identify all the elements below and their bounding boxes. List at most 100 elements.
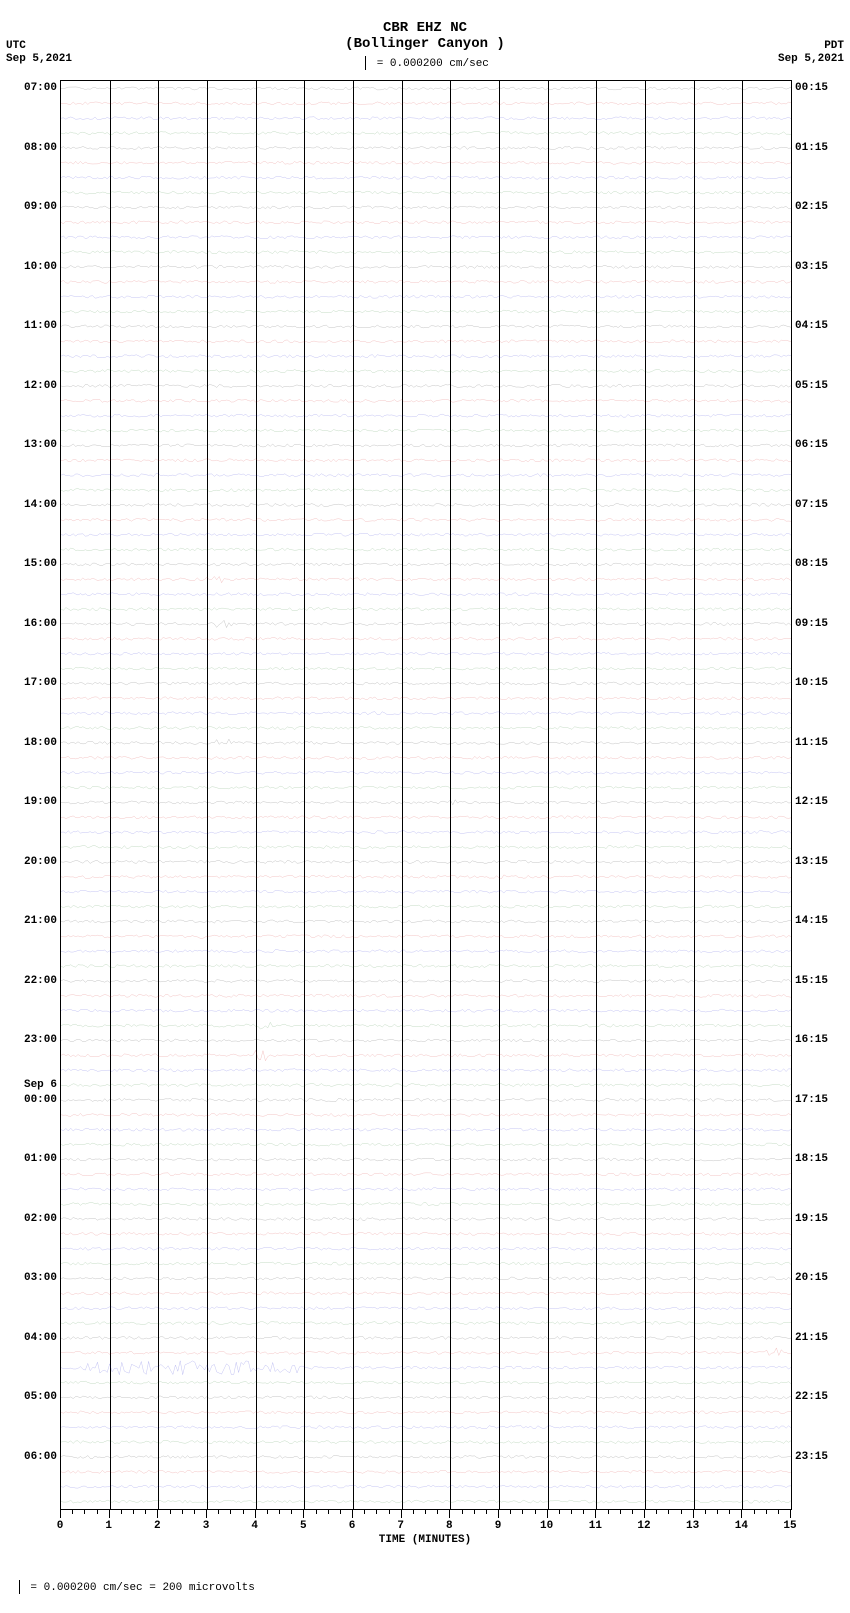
x-tick-minor	[121, 1510, 122, 1514]
right-hour-label: 04:15	[791, 320, 828, 332]
left-hour-label: 08:00	[24, 142, 61, 154]
left-hour-label: 06:00	[24, 1451, 61, 1463]
left-hour-label: 16:00	[24, 618, 61, 630]
x-tick-minor	[291, 1510, 292, 1514]
x-tick	[449, 1510, 450, 1518]
left-hour-label: 21:00	[24, 915, 61, 927]
x-tick-minor	[535, 1510, 536, 1514]
x-tick-minor	[145, 1510, 146, 1514]
x-tick-label: 9	[495, 1520, 502, 1532]
x-tick-minor	[717, 1510, 718, 1514]
x-tick	[644, 1510, 645, 1518]
x-tick-label: 4	[251, 1520, 258, 1532]
left-hour-label: 13:00	[24, 439, 61, 451]
x-tick-minor	[194, 1510, 195, 1514]
left-hour-label: 05:00	[24, 1391, 61, 1403]
scale-bar-icon	[365, 56, 366, 70]
right-hour-label: 05:15	[791, 380, 828, 392]
left-hour-label: 22:00	[24, 975, 61, 987]
x-tick	[255, 1510, 256, 1518]
x-tick-minor	[522, 1510, 523, 1514]
left-hour-label: 04:00	[24, 1332, 61, 1344]
x-tick-label: 7	[397, 1520, 404, 1532]
x-tick-minor	[340, 1510, 341, 1514]
x-axis-title: TIME (MINUTES)	[60, 1510, 790, 1546]
right-hour-label: 10:15	[791, 677, 828, 689]
right-hour-label: 16:15	[791, 1034, 828, 1046]
x-tick	[790, 1510, 791, 1518]
right-hour-label: 21:15	[791, 1332, 828, 1344]
left-timezone: UTC Sep 5,2021	[6, 40, 72, 66]
right-hour-label: 19:15	[791, 1213, 828, 1225]
x-tick-minor	[425, 1510, 426, 1514]
left-hour-label: 12:00	[24, 380, 61, 392]
left-hour-label: 11:00	[24, 320, 61, 332]
x-tick-minor	[705, 1510, 706, 1514]
x-tick-label: 12	[637, 1520, 650, 1532]
x-tick	[693, 1510, 694, 1518]
seismic-trace	[61, 81, 791, 1509]
right-hour-label: 23:15	[791, 1451, 828, 1463]
x-tick-minor	[583, 1510, 584, 1514]
right-hour-label: 08:15	[791, 558, 828, 570]
left-hour-label: 23:00	[24, 1034, 61, 1046]
x-tick	[595, 1510, 596, 1518]
left-hour-label: 07:00	[24, 82, 61, 94]
left-hour-label: 15:00	[24, 558, 61, 570]
x-tick-label: 10	[540, 1520, 553, 1532]
left-hour-label: 19:00	[24, 796, 61, 808]
x-tick-minor	[729, 1510, 730, 1514]
right-hour-label: 07:15	[791, 499, 828, 511]
x-tick-label: 14	[735, 1520, 748, 1532]
x-tick	[157, 1510, 158, 1518]
x-tick-minor	[437, 1510, 438, 1514]
x-tick-minor	[413, 1510, 414, 1514]
x-tick	[303, 1510, 304, 1518]
x-tick-minor	[608, 1510, 609, 1514]
x-tick-minor	[778, 1510, 779, 1514]
plot-area: 07:0000:1508:0001:1509:0002:1510:0003:15…	[60, 80, 790, 1550]
x-tick-label: 13	[686, 1520, 699, 1532]
right-hour-label: 01:15	[791, 142, 828, 154]
date-change-tag: Sep 6	[24, 1079, 61, 1091]
x-tick-minor	[97, 1510, 98, 1514]
left-hour-label: 01:00	[24, 1153, 61, 1165]
x-tick-label: 0	[57, 1520, 64, 1532]
scale-indicator: = 0.000200 cm/sec	[0, 56, 850, 70]
left-hour-label: 10:00	[24, 261, 61, 273]
x-tick-minor	[486, 1510, 487, 1514]
chart-header: CBR EHZ NC (Bollinger Canyon ) = 0.00020…	[0, 0, 850, 70]
x-tick-minor	[133, 1510, 134, 1514]
right-hour-label: 15:15	[791, 975, 828, 987]
right-tz-label: PDT	[778, 40, 844, 53]
right-hour-label: 17:15	[791, 1094, 828, 1106]
station-location: (Bollinger Canyon )	[0, 36, 850, 52]
x-tick	[401, 1510, 402, 1518]
footer-scale-bar-icon	[19, 1580, 20, 1594]
x-tick-minor	[316, 1510, 317, 1514]
left-hour-label: 17:00	[24, 677, 61, 689]
x-tick-label: 8	[446, 1520, 453, 1532]
scale-value: = 0.000200 cm/sec	[377, 58, 489, 70]
x-tick-label: 5	[300, 1520, 307, 1532]
x-tick-minor	[170, 1510, 171, 1514]
right-hour-label: 12:15	[791, 796, 828, 808]
left-hour-label: 14:00	[24, 499, 61, 511]
x-tick-minor	[681, 1510, 682, 1514]
left-tz-label: UTC	[6, 40, 72, 53]
x-tick-minor	[72, 1510, 73, 1514]
footer-scale: = 0.000200 cm/sec = 200 microvolts	[0, 1550, 850, 1604]
x-tick-label: 6	[349, 1520, 356, 1532]
right-hour-label: 00:15	[791, 82, 828, 94]
x-tick-minor	[510, 1510, 511, 1514]
x-tick-minor	[620, 1510, 621, 1514]
x-tick-minor	[754, 1510, 755, 1514]
x-tick-minor	[364, 1510, 365, 1514]
left-hour-label: 00:00	[24, 1094, 61, 1106]
x-tick-minor	[230, 1510, 231, 1514]
x-tick-minor	[218, 1510, 219, 1514]
x-tick-minor	[182, 1510, 183, 1514]
x-tick-minor	[462, 1510, 463, 1514]
left-hour-label: 18:00	[24, 737, 61, 749]
left-hour-label: 02:00	[24, 1213, 61, 1225]
